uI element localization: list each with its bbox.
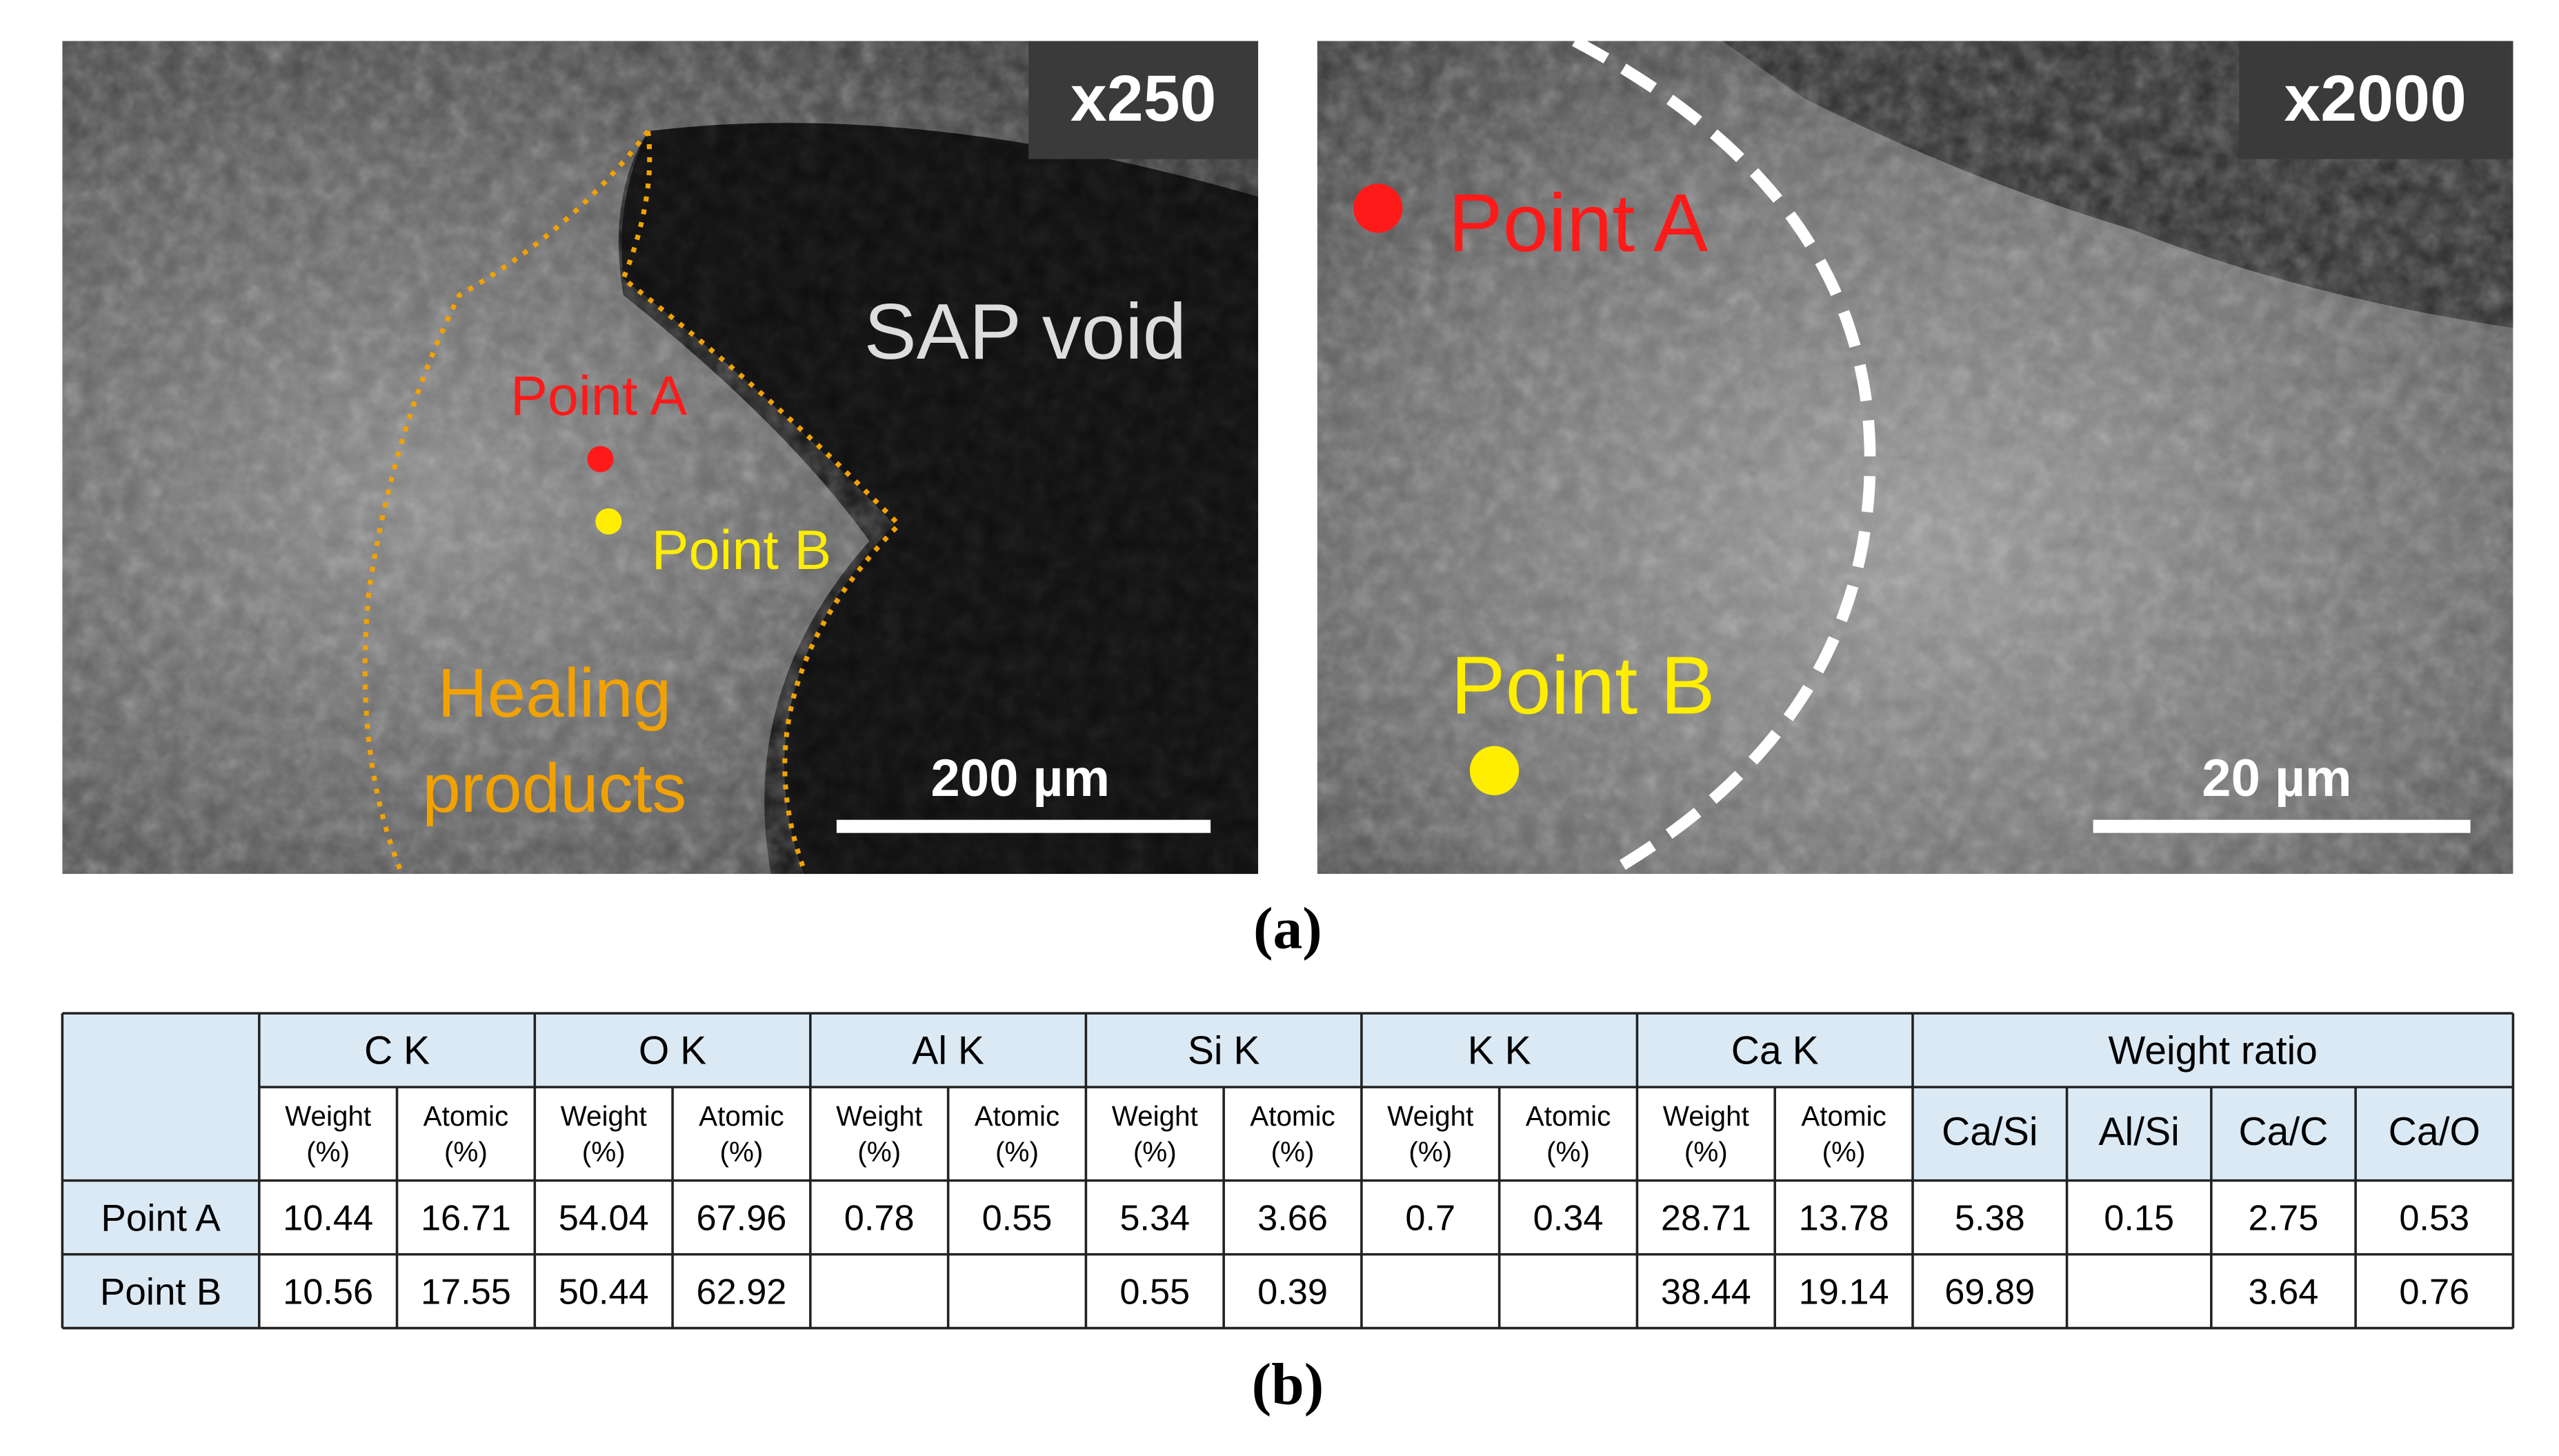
- table-cell: 2.75: [2249, 1199, 2319, 1239]
- table-cell: 17.55: [421, 1273, 511, 1313]
- magnification: x250: [1071, 62, 1217, 135]
- group-header: C K: [364, 1028, 430, 1073]
- sub-header: Weight: [1387, 1100, 1473, 1132]
- table-cell: 67.96: [696, 1199, 786, 1239]
- sub-header-unit: (%): [1684, 1136, 1728, 1168]
- table-cell: 69.89: [1944, 1273, 2035, 1313]
- sub-header-unit: (%): [1408, 1136, 1452, 1168]
- table-cell: 3.64: [2249, 1273, 2319, 1313]
- sub-header-unit: (%): [444, 1136, 488, 1168]
- region-label: products: [422, 750, 686, 827]
- point-label: Point A: [510, 365, 687, 427]
- scale-bar-label: 20 µm: [2202, 749, 2351, 808]
- row-header: Point B: [100, 1270, 221, 1313]
- table-cell: 50.44: [559, 1273, 649, 1313]
- table-cell: 0.55: [1119, 1273, 1190, 1313]
- table-cell: 10.56: [283, 1273, 373, 1313]
- table-cell: 0.15: [2104, 1199, 2174, 1239]
- point-marker: [1353, 183, 1403, 233]
- sub-header-unit: (%): [720, 1136, 764, 1168]
- group-header: O K: [639, 1028, 706, 1073]
- table-cell: 16.71: [421, 1199, 511, 1239]
- table-cell: 0.34: [1533, 1199, 1604, 1239]
- table-cell: 3.66: [1257, 1199, 1328, 1239]
- group-header: Weight ratio: [2108, 1028, 2317, 1073]
- sub-header: Weight: [836, 1100, 922, 1132]
- sub-header-unit: (%): [1822, 1136, 1866, 1168]
- table-cell: 0.7: [1405, 1199, 1455, 1239]
- sub-header-unit: (%): [995, 1136, 1039, 1168]
- region-label: Healing: [437, 655, 671, 732]
- sem-image-right: x2000 Point A Point B 20 µm: [1317, 41, 2513, 875]
- panel-label: (a): [1253, 896, 1322, 961]
- ratio-header: Ca/O: [2389, 1110, 2480, 1154]
- table-cell: 0.53: [2399, 1199, 2469, 1239]
- sub-header: Atomic: [1250, 1100, 1335, 1132]
- sub-header: Atomic: [424, 1100, 509, 1132]
- table: C K O K Al K Si K K K Ca K Weight ratio Weight (…: [61, 1012, 2515, 1330]
- table-cell: 62.92: [696, 1273, 786, 1313]
- table-cell: 10.44: [283, 1199, 373, 1239]
- table-cell: 5.34: [1119, 1199, 1190, 1239]
- sub-header-unit: (%): [857, 1136, 901, 1168]
- table-cell: 19.14: [1799, 1273, 1889, 1313]
- point-marker: [1469, 746, 1520, 795]
- sub-header-unit: (%): [306, 1136, 350, 1168]
- point-marker: [595, 508, 622, 535]
- panel-label: (b): [1252, 1352, 1324, 1417]
- sub-header: Atomic: [1801, 1100, 1886, 1132]
- sub-header: Atomic: [975, 1100, 1060, 1132]
- table-cell: 54.04: [559, 1199, 649, 1239]
- sub-header: Atomic: [1526, 1100, 1611, 1132]
- ratio-header: Al/Si: [2099, 1110, 2180, 1154]
- table-cell: 0.76: [2399, 1273, 2469, 1313]
- table-cell: 0.39: [1257, 1273, 1328, 1313]
- sub-header: Atomic: [699, 1100, 784, 1132]
- point-label: Point A: [1448, 177, 1708, 269]
- table-cell: 0.55: [982, 1199, 1053, 1239]
- sem-image-left: x250 SAP void Point A Point B Healing pr…: [62, 41, 1259, 875]
- sub-header-unit: (%): [582, 1136, 626, 1168]
- group-header: Ca K: [1731, 1028, 1819, 1073]
- sub-header-unit: (%): [1271, 1136, 1315, 1168]
- sub-header: Weight: [561, 1100, 647, 1132]
- table-cell: 13.78: [1799, 1199, 1889, 1239]
- point-label: Point B: [1451, 640, 1715, 732]
- ratio-header: Ca/Si: [1942, 1110, 2038, 1154]
- scale-bar: [836, 819, 1211, 833]
- magnification: x2000: [2284, 62, 2466, 135]
- group-header: Al K: [912, 1028, 984, 1073]
- sub-header-unit: (%): [1133, 1136, 1177, 1168]
- sub-header: Weight: [1112, 1100, 1198, 1132]
- table-cell: 38.44: [1661, 1273, 1751, 1313]
- scale-bar: [2093, 819, 2471, 833]
- sub-header-unit: (%): [1546, 1136, 1590, 1168]
- table-cell: 28.71: [1661, 1199, 1751, 1239]
- point-label: Point B: [652, 519, 832, 581]
- sub-header: Weight: [285, 1100, 371, 1132]
- group-header: Si K: [1188, 1028, 1260, 1073]
- scale-bar-label: 200 µm: [930, 749, 1110, 808]
- point-marker: [587, 446, 614, 472]
- ratio-header: Ca/C: [2238, 1110, 2328, 1154]
- table-cell: 5.38: [1955, 1199, 2025, 1239]
- sub-header: Weight: [1663, 1100, 1749, 1132]
- row-header: Point A: [101, 1196, 221, 1239]
- group-header: K K: [1468, 1028, 1531, 1073]
- void-label: SAP void: [864, 288, 1186, 376]
- table-cell: 0.78: [844, 1199, 915, 1239]
